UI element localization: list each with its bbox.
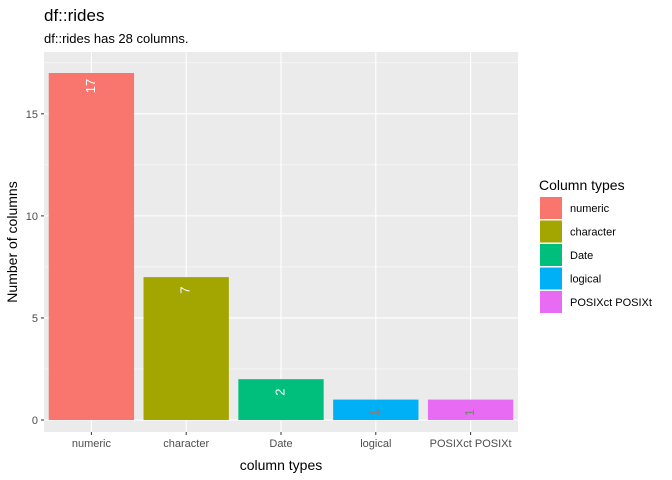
bar-date [238,379,324,420]
x-axis-title: column types [240,457,322,473]
bar-data-label: 2 [272,389,287,396]
chart-title: df::rides [44,6,104,25]
bar-character [143,277,229,420]
legend-title: Column types [539,177,625,193]
x-tick-label: POSIXct POSIXt [430,438,512,450]
bars [48,73,514,420]
x-axis-ticks: numeric character Date logical POSIXct POSIX… [72,432,512,450]
bar-posixct-posixt [427,399,514,420]
legend-label: character [570,227,616,239]
y-tick-label: 0 [32,415,38,427]
legend-items: numeric character Date logical POSIXct POSIX… [540,197,652,313]
legend-key [540,267,562,290]
y-axis-title: Number of columns [4,181,20,302]
legend-label: POSIXct POSIXt [570,297,652,309]
y-axis-ticks: 0 5 10 15 [26,109,44,427]
bar-data-label: 1 [462,409,477,416]
y-tick-label: 5 [32,313,38,325]
x-tick-label: logical [360,438,391,450]
legend-key [540,291,562,313]
x-tick-label: character [163,438,209,450]
legend: Column types numeric character Date logical… [539,177,652,313]
bar-data-label: 17 [83,79,98,93]
y-tick-label: 15 [26,109,38,121]
bar-numeric [48,73,135,420]
legend-label: Date [570,250,593,262]
legend-key [540,244,562,266]
legend-label: logical [570,274,601,286]
chart-subtitle: df::rides has 28 columns. [44,31,189,46]
legend-key [540,220,562,243]
bar-data-labels: 17 7 2 1 1 [83,79,477,416]
legend-label: numeric [570,203,610,215]
bar-data-label: 7 [178,287,193,294]
y-tick-label: 10 [26,211,38,223]
bar-data-label: 1 [367,409,382,416]
legend-key [540,197,562,219]
bar-logical [333,399,419,420]
x-tick-label: numeric [72,438,112,450]
x-tick-label: Date [269,438,292,450]
